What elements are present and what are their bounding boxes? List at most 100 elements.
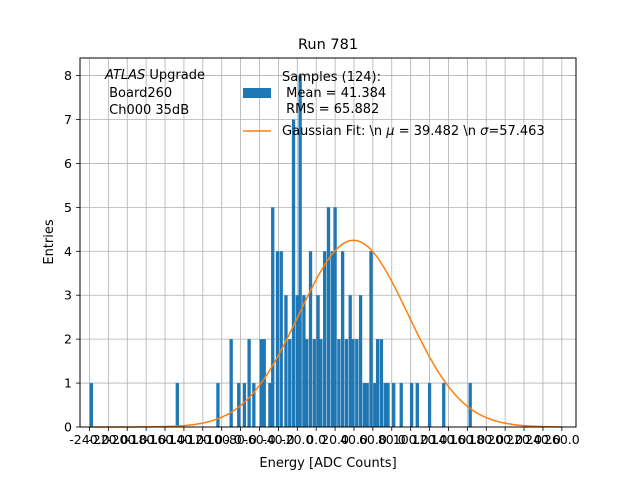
histogram-bar: [247, 339, 251, 427]
legend-samples-title: Samples (124):: [282, 70, 381, 85]
y-tick-label: 5: [64, 200, 72, 215]
histogram-bar: [242, 383, 247, 427]
histogram-bar: [295, 295, 299, 427]
histogram-bar: [386, 383, 390, 427]
histogram-bar: [375, 339, 380, 427]
x-tick-label: -80.0: [224, 432, 256, 447]
histogram-bar: [89, 383, 93, 427]
histogram-bar: [373, 383, 377, 427]
histogram-bar: [284, 295, 288, 427]
legend-samples-swatch: [243, 88, 271, 98]
x-tick-label: -40.0: [262, 432, 294, 447]
x-tick-label: 240.0: [525, 432, 561, 447]
histogram-bar: [330, 251, 334, 427]
histogram-bar: [237, 383, 241, 427]
histogram-bar: [355, 339, 359, 427]
histogram-bar: [468, 383, 472, 427]
legend-samples-rms: RMS = 65.882: [282, 102, 379, 117]
histogram-bar: [326, 207, 331, 427]
histogram-bar: [427, 383, 432, 427]
y-tick-label: 8: [64, 68, 72, 83]
x-tick-label: 100.0: [393, 432, 429, 447]
y-tick-label: 3: [64, 288, 72, 303]
chart-title: Run 781: [298, 37, 358, 53]
histogram-bar: [268, 383, 272, 427]
atlas-annotation: ATLAS Upgrade Board260 Ch000 35dB: [104, 68, 205, 118]
plot-frame: [79, 57, 577, 428]
legend-fit-mu: μ: [385, 124, 394, 139]
histogram-bar: [399, 383, 403, 427]
histogram-bar: [442, 383, 446, 427]
x-tick-label: 140.0: [431, 432, 467, 447]
histogram-bar: [298, 75, 302, 428]
histogram-bar: [175, 383, 179, 427]
upgrade-label: Upgrade: [145, 68, 205, 83]
y-tick-label: 7: [64, 112, 72, 127]
x-tick-label: 120.0: [412, 432, 448, 447]
histogram-bar: [365, 383, 369, 427]
x-tick-label: -240.0: [69, 432, 109, 447]
histogram-bar: [323, 251, 327, 427]
y-tick-label: 0: [64, 420, 72, 435]
x-tick-label: -60.0: [243, 432, 275, 447]
histogram-bar: [262, 339, 266, 427]
histogram-bar: [312, 339, 316, 427]
histogram-bar: [291, 119, 296, 427]
x-tick-label: 260.0: [544, 432, 580, 447]
x-tick-label: -140.0: [164, 432, 204, 447]
histogram-bar: [409, 383, 414, 427]
histogram-bar: [333, 207, 337, 427]
y-axis-ticks: 0 1 2 3 4 5 6 7 8: [64, 68, 80, 435]
legend-fit-label: Gaussian Fit: \n μ = 39.482 \n σ=57.463: [282, 124, 545, 139]
x-tick-label: 80.0: [378, 432, 406, 447]
histogram-bar: [392, 383, 396, 427]
x-tick-label: 220.0: [506, 432, 542, 447]
histogram-bar: [369, 251, 373, 427]
legend-fit-mid: = 39.482 \n: [395, 124, 481, 139]
histogram-bar: [415, 383, 419, 427]
histogram-bar: [348, 295, 352, 427]
y-axis-label: Entries: [42, 219, 57, 265]
histogram-bar: [252, 383, 256, 427]
gaussian-fit-line: [89, 239, 562, 428]
histogram-bar: [319, 339, 323, 427]
histogram-bar: [337, 339, 341, 427]
atlas-label: ATLAS: [104, 68, 145, 83]
histogram-bar: [271, 207, 275, 427]
fit-curve-group: [89, 239, 562, 428]
histogram-bar: [308, 251, 313, 427]
histogram-bar: [340, 251, 345, 427]
x-tick-label: -100.0: [202, 432, 242, 447]
histogram-bar: [383, 383, 387, 427]
histogram-bar: [302, 295, 306, 427]
x-tick-label: 60.0: [359, 432, 387, 447]
x-tick-label: 40.0: [340, 432, 368, 447]
board-label: Board260: [105, 86, 172, 101]
legend-fit-prefix: Gaussian Fit: \n: [282, 124, 386, 139]
x-tick-label: -120.0: [183, 432, 223, 447]
legend-samples-mean: Mean = 41.384: [282, 86, 386, 101]
x-tick-label: -180.0: [126, 432, 166, 447]
histogram-bar: [362, 383, 367, 427]
x-tick-label: 160.0: [449, 432, 485, 447]
y-tick-label: 2: [64, 332, 72, 347]
histogram-bar: [344, 339, 349, 427]
x-tick-label: -160.0: [145, 432, 185, 447]
x-axis-ticks: -240.0-220.0-200.0-180.0-160.0-140.0-120…: [69, 427, 580, 447]
histogram-bar: [216, 383, 220, 427]
histogram-bar: [288, 339, 292, 427]
x-tick-label: -200.0: [107, 432, 147, 447]
y-tick-label: 6: [64, 156, 72, 171]
atlas-annotation-line1: ATLAS Upgrade: [104, 68, 205, 83]
y-tick-label: 4: [64, 244, 72, 259]
x-tick-label: -220.0: [88, 432, 128, 447]
histogram-bar: [351, 339, 355, 427]
histogram-bar: [305, 339, 309, 427]
x-tick-label: 200.0: [487, 432, 523, 447]
histogram-bar: [358, 295, 363, 427]
histogram-bar: [275, 251, 280, 427]
legend-fit-end: =57.463: [488, 124, 544, 139]
y-tick-label: 1: [64, 376, 72, 391]
